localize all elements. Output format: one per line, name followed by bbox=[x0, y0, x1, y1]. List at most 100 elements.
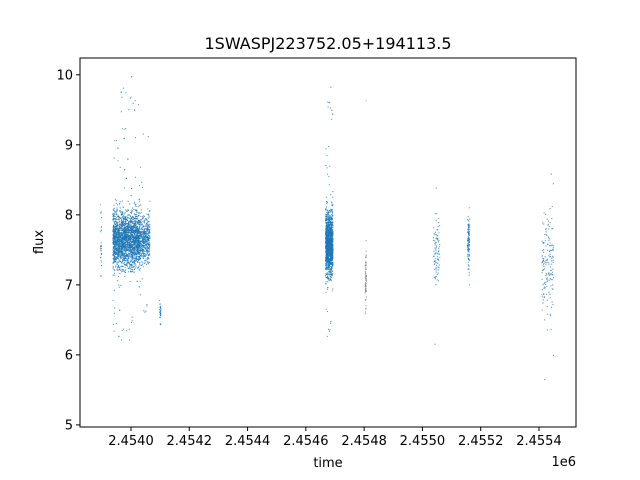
data-point bbox=[327, 259, 329, 261]
data-point bbox=[468, 274, 470, 276]
data-point bbox=[137, 245, 139, 247]
data-point bbox=[119, 233, 121, 235]
data-point bbox=[144, 256, 146, 258]
data-point bbox=[139, 220, 141, 222]
data-point bbox=[137, 240, 139, 243]
data-point bbox=[100, 259, 102, 261]
data-point bbox=[123, 230, 125, 232]
data-point bbox=[115, 228, 117, 230]
data-point bbox=[124, 245, 126, 247]
data-point bbox=[135, 221, 137, 223]
data-point bbox=[133, 258, 135, 260]
data-point bbox=[329, 329, 331, 331]
data-point bbox=[365, 277, 367, 279]
data-point bbox=[128, 108, 130, 111]
data-point bbox=[145, 263, 148, 265]
data-point bbox=[140, 236, 142, 238]
data-point bbox=[544, 233, 546, 236]
data-point bbox=[142, 226, 144, 228]
data-point bbox=[113, 268, 115, 271]
data-point bbox=[329, 259, 331, 261]
data-point bbox=[124, 169, 126, 171]
data-point bbox=[328, 254, 330, 256]
data-point bbox=[325, 258, 328, 260]
data-point bbox=[144, 219, 146, 221]
data-point bbox=[112, 234, 114, 236]
data-point bbox=[331, 236, 333, 238]
data-point bbox=[112, 217, 114, 219]
data-point bbox=[468, 221, 470, 223]
data-point bbox=[115, 256, 117, 258]
data-point bbox=[134, 214, 136, 216]
data-point bbox=[131, 221, 133, 223]
data-point bbox=[116, 204, 119, 206]
data-point bbox=[148, 234, 150, 237]
data-point bbox=[328, 330, 330, 332]
data-point bbox=[127, 209, 129, 211]
data-point bbox=[128, 234, 130, 236]
data-point bbox=[114, 258, 116, 260]
data-point bbox=[112, 229, 114, 231]
data-point bbox=[126, 225, 128, 227]
data-point bbox=[130, 216, 133, 218]
data-point bbox=[326, 206, 328, 208]
data-point bbox=[328, 328, 330, 330]
data-point bbox=[331, 266, 333, 268]
data-point bbox=[114, 226, 116, 228]
data-point bbox=[137, 206, 139, 208]
data-point bbox=[149, 200, 151, 202]
data-point bbox=[126, 262, 128, 264]
data-point bbox=[134, 263, 136, 265]
data-point bbox=[328, 175, 330, 178]
data-point bbox=[326, 310, 329, 313]
data-point bbox=[130, 257, 132, 259]
data-point bbox=[330, 276, 333, 278]
data-point bbox=[124, 266, 126, 268]
data-point bbox=[329, 272, 331, 274]
data-point bbox=[435, 234, 437, 236]
data-point bbox=[331, 237, 333, 239]
data-point bbox=[100, 226, 102, 228]
data-point bbox=[330, 201, 332, 203]
data-point bbox=[130, 227, 132, 229]
data-point bbox=[123, 328, 125, 330]
data-point bbox=[137, 235, 139, 237]
data-point bbox=[467, 228, 469, 230]
data-point bbox=[329, 227, 331, 229]
data-point bbox=[138, 263, 141, 265]
data-point bbox=[331, 218, 333, 220]
data-point bbox=[365, 275, 367, 277]
data-point bbox=[122, 256, 124, 258]
data-point bbox=[327, 173, 329, 175]
data-point bbox=[100, 253, 102, 256]
data-point bbox=[434, 244, 436, 246]
data-point bbox=[331, 239, 333, 241]
data-point bbox=[159, 312, 162, 314]
data-point bbox=[141, 256, 143, 258]
data-point bbox=[126, 223, 128, 225]
data-point bbox=[116, 224, 118, 226]
data-point bbox=[329, 279, 331, 281]
data-point bbox=[331, 241, 333, 243]
data-point bbox=[129, 215, 131, 217]
data-point bbox=[325, 196, 327, 198]
data-point bbox=[147, 224, 149, 226]
data-point bbox=[148, 240, 150, 242]
data-point bbox=[116, 218, 118, 220]
data-point bbox=[139, 250, 141, 252]
data-point bbox=[132, 251, 134, 253]
data-point bbox=[113, 312, 116, 314]
data-point bbox=[130, 195, 132, 197]
data-point bbox=[130, 224, 132, 226]
data-point bbox=[114, 236, 116, 238]
data-point bbox=[139, 262, 141, 264]
data-point bbox=[132, 216, 134, 218]
data-point bbox=[435, 284, 437, 286]
data-point bbox=[365, 261, 367, 264]
data-point bbox=[134, 237, 136, 239]
data-point bbox=[120, 339, 123, 341]
data-point bbox=[365, 305, 367, 307]
data-point bbox=[325, 229, 328, 231]
data-point bbox=[141, 218, 143, 221]
data-point bbox=[113, 204, 115, 206]
